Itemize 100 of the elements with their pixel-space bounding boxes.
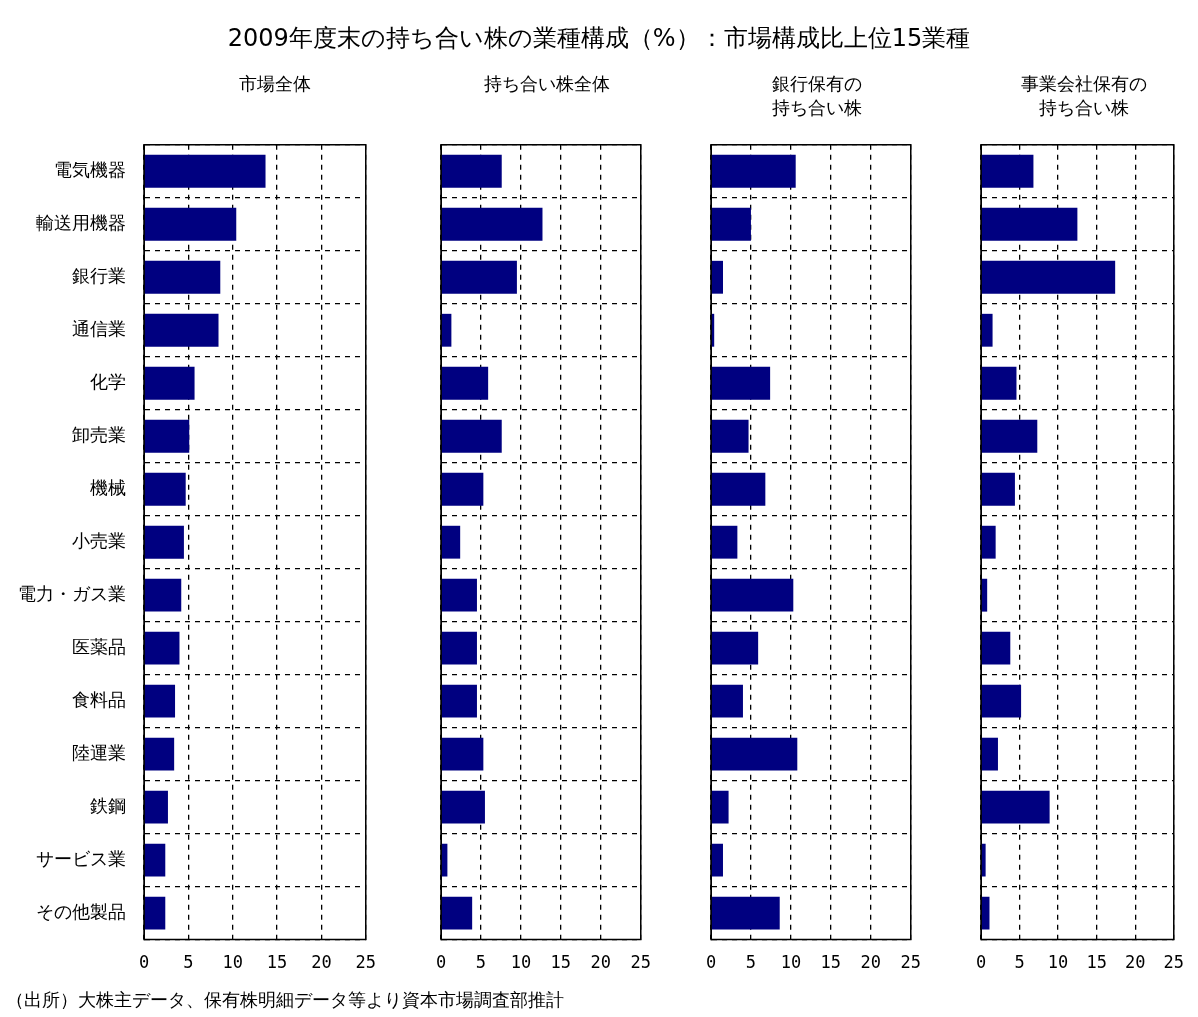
bar <box>144 207 237 241</box>
bar <box>441 260 517 294</box>
bar <box>144 366 195 400</box>
x-tick-label: 15 <box>550 952 572 973</box>
y-tick-label: 陸運業 <box>72 741 126 763</box>
bar <box>441 631 477 665</box>
bar <box>981 207 1078 241</box>
x-tick-label: 0 <box>435 952 447 973</box>
bar <box>711 419 749 453</box>
bar <box>144 631 180 665</box>
x-tick-label: 25 <box>900 952 922 973</box>
bar <box>711 790 729 824</box>
x-tick-label: 5 <box>183 952 194 973</box>
x-tick-label: 0 <box>975 952 987 973</box>
bar <box>711 154 796 188</box>
text: （出所）大株主データ、保有株明細データ等より資本市場調査部推計 <box>6 988 564 1012</box>
bar <box>441 684 477 718</box>
bar <box>711 631 759 665</box>
bar <box>144 260 221 294</box>
bar <box>711 525 738 559</box>
bar <box>441 896 473 930</box>
bar <box>711 578 794 612</box>
x-tick-label: 20 <box>860 952 882 973</box>
bar <box>981 578 988 612</box>
x-tick-label: 20 <box>311 952 332 973</box>
bar <box>144 313 219 347</box>
bar <box>981 631 1011 665</box>
bar <box>144 843 166 877</box>
chart-subtitle: 持ち合い株全体 <box>483 72 611 96</box>
chart-subtitle: 事業会社保有の持ち合い株 <box>1019 72 1148 120</box>
y-tick-label: 通信業 <box>72 317 126 339</box>
bar <box>441 207 543 241</box>
y-tick-label: 銀行業 <box>72 264 126 286</box>
chart-subtitle: 市場全体 <box>238 72 312 96</box>
y-tick-label: 食料品 <box>72 688 126 710</box>
y-tick-label: 化学 <box>90 370 126 392</box>
y-tick-label: 輸送用機器 <box>36 211 126 233</box>
bar <box>711 472 766 506</box>
bar <box>441 419 502 453</box>
x-tick-label: 15 <box>820 952 842 973</box>
x-tick-label: 10 <box>1047 952 1069 973</box>
y-tick-label: 医薬品 <box>72 635 126 657</box>
bar <box>711 843 723 877</box>
text: 2009年度末の持ち合い株の業種構成（%）：市場構成比上位15業種 <box>226 23 972 54</box>
bar <box>981 843 986 877</box>
x-tick-label: 25 <box>1163 952 1185 973</box>
bar <box>441 313 452 347</box>
bar <box>144 896 166 930</box>
x-tick-label: 20 <box>590 952 612 973</box>
bar <box>711 896 780 930</box>
x-tick-label: 5 <box>1014 952 1025 973</box>
bar <box>981 472 1015 506</box>
x-tick-label: 10 <box>222 952 243 973</box>
bar <box>144 472 186 506</box>
bar <box>981 366 1017 400</box>
x-tick-label: 0 <box>705 952 717 973</box>
bar <box>144 737 175 771</box>
x-tick-label: 15 <box>266 952 288 973</box>
bar <box>711 684 743 718</box>
bar <box>144 578 182 612</box>
bar <box>981 790 1050 824</box>
bar <box>981 737 998 771</box>
bar <box>441 154 502 188</box>
bar <box>711 207 751 241</box>
chart-subtitle: 銀行保有の持ち合い株 <box>771 72 863 120</box>
bar <box>981 684 1022 718</box>
bar <box>981 896 990 930</box>
y-tick-label: 電力・ガス業 <box>18 582 126 604</box>
bar <box>441 737 484 771</box>
x-tick-label: 15 <box>1086 952 1107 973</box>
bar <box>441 472 484 506</box>
bar <box>711 737 798 771</box>
x-tick-label: 20 <box>1124 952 1146 973</box>
bar <box>711 260 723 294</box>
y-tick-label: 機械 <box>90 476 126 498</box>
bar <box>441 578 477 612</box>
bar <box>981 525 996 559</box>
y-tick-label: サービス業 <box>36 847 126 869</box>
bar <box>144 525 184 559</box>
x-tick-label: 5 <box>745 952 757 973</box>
y-tick-label: 小売業 <box>72 529 126 551</box>
bar <box>144 419 190 453</box>
x-tick-label: 25 <box>630 952 652 973</box>
x-tick-label: 25 <box>355 952 377 973</box>
bar <box>144 684 176 718</box>
bar <box>981 154 1034 188</box>
y-tick-label: 電気機器 <box>54 158 126 180</box>
bar <box>441 525 461 559</box>
bar <box>711 366 771 400</box>
x-tick-label: 5 <box>475 952 487 973</box>
y-tick-label: 鉄鋼 <box>90 794 126 816</box>
y-tick-label: その他製品 <box>36 900 126 922</box>
bar <box>981 260 1116 294</box>
bar <box>441 366 489 400</box>
bar <box>144 154 266 188</box>
y-tick-label: 卸売業 <box>72 423 126 445</box>
bar <box>981 313 993 347</box>
x-tick-label: 10 <box>510 952 532 973</box>
bar <box>441 790 485 824</box>
x-tick-label: 0 <box>138 952 150 973</box>
